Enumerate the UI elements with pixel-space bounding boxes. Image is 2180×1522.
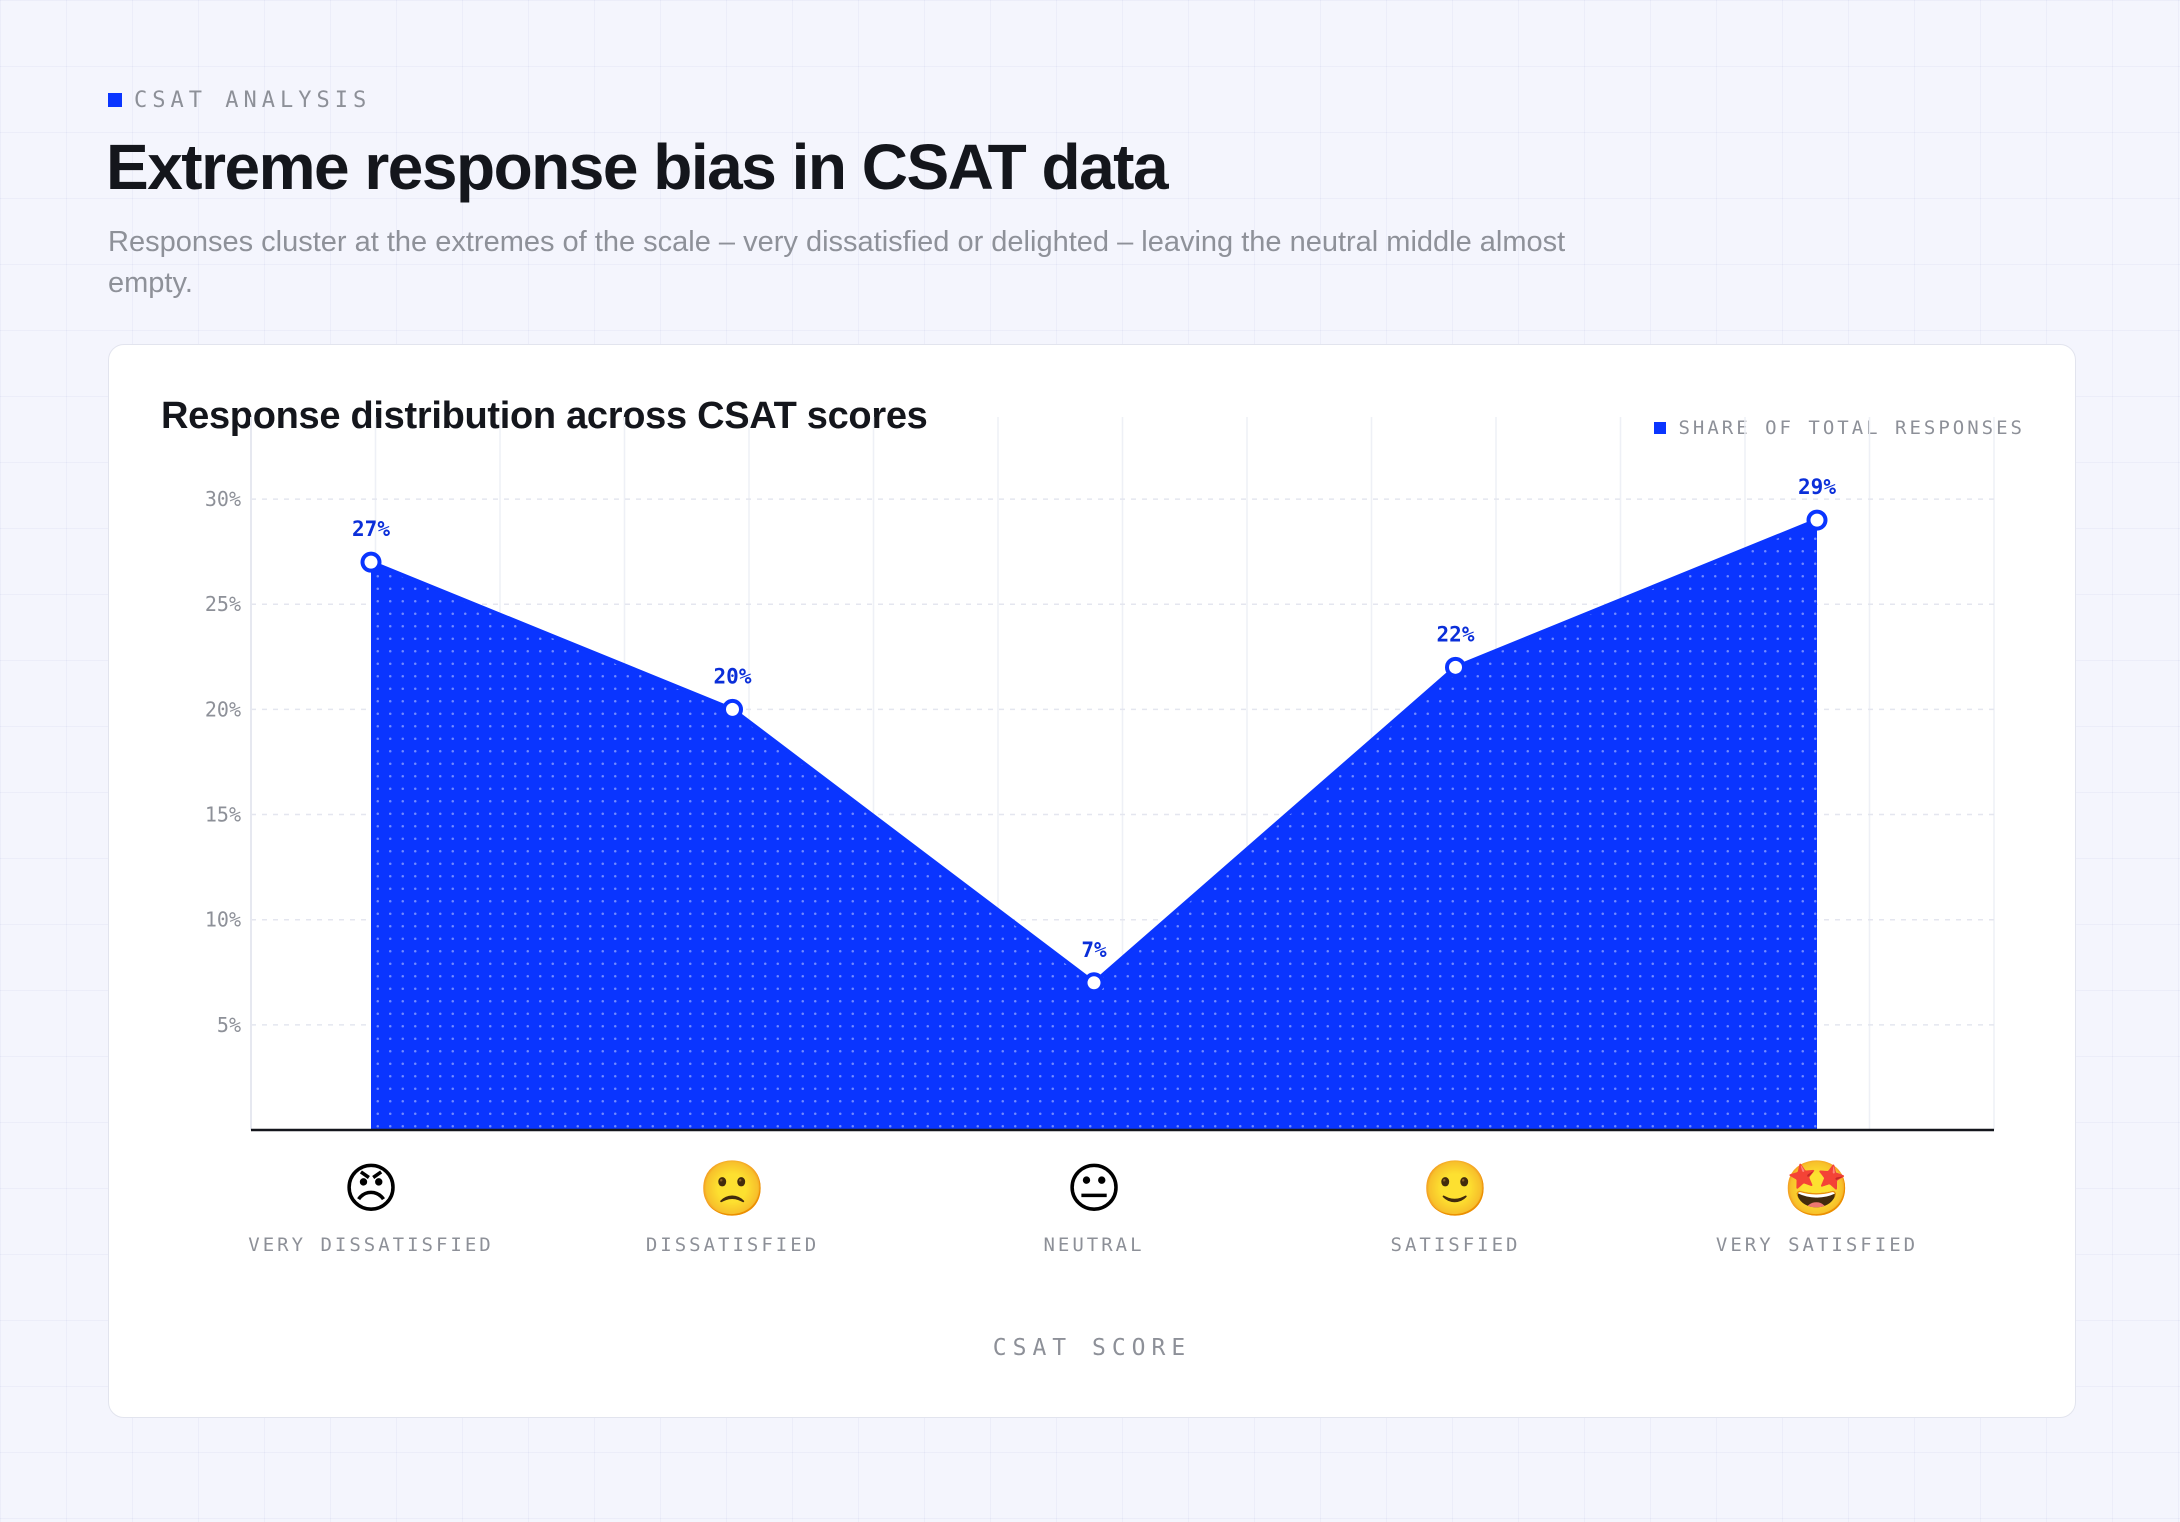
chart-title: Response distribution across CSAT scores bbox=[161, 395, 928, 437]
x-category-label: VERY DISSATISFIED bbox=[248, 1234, 493, 1256]
star-struck-face-icon: 🤩 bbox=[1783, 1157, 1850, 1220]
data-point bbox=[722, 698, 743, 720]
data-label: 7% bbox=[1081, 938, 1107, 962]
page-subtitle: Responses cluster at the extremes of the… bbox=[108, 226, 1566, 299]
data-label: 29% bbox=[1798, 475, 1836, 499]
chart-legend: SHARE OF TOTAL RESPONSES bbox=[1654, 417, 2025, 439]
data-label: 27% bbox=[352, 517, 390, 541]
y-tick-label: 20% bbox=[205, 697, 241, 721]
eyebrow-marker-icon bbox=[108, 93, 122, 107]
legend-swatch-icon bbox=[1654, 422, 1667, 434]
area-fill bbox=[371, 520, 1817, 1130]
x-category-label: DISSATISFIED bbox=[646, 1234, 819, 1256]
data-point bbox=[1806, 509, 1828, 531]
y-tick-label: 25% bbox=[205, 592, 241, 616]
chart-card: Response distribution across CSAT scores… bbox=[108, 344, 2076, 1418]
x-category-label: VERY SATISFIED bbox=[1716, 1234, 1918, 1256]
y-tick-label: 10% bbox=[205, 908, 241, 932]
data-label: 20% bbox=[714, 664, 752, 688]
slightly-frowning-face-icon: 🙁 bbox=[699, 1157, 766, 1220]
legend-label: SHARE OF TOTAL RESPONSES bbox=[1678, 417, 2025, 439]
data-label: 22% bbox=[1437, 622, 1475, 646]
y-tick-label: 30% bbox=[205, 487, 241, 511]
y-tick-label: 15% bbox=[205, 803, 241, 827]
y-tick-label: 5% bbox=[217, 1013, 241, 1037]
eyebrow: CSAT ANALYSIS bbox=[108, 86, 371, 114]
data-point bbox=[360, 551, 382, 573]
data-point bbox=[1445, 656, 1466, 678]
area-chart: 5% 10% 15% 20% 25% 30% 27% 20% 7% 22% 29% 😠 VERY DIS… bbox=[205, 417, 1995, 1361]
x-category-label: NEUTRAL bbox=[1043, 1234, 1144, 1256]
neutral-face-icon: 😐 bbox=[1066, 1157, 1122, 1220]
slightly-smiling-face-icon: 🙂 bbox=[1422, 1157, 1489, 1220]
x-axis-title: CSAT SCORE bbox=[993, 1335, 1191, 1361]
data-point bbox=[1083, 972, 1105, 994]
page-title: Extreme response bias in CSAT data bbox=[106, 131, 1169, 203]
eyebrow-label: CSAT ANALYSIS bbox=[134, 87, 372, 113]
angry-face-icon: 😠 bbox=[343, 1157, 399, 1220]
x-category-label: SATISFIED bbox=[1391, 1234, 1521, 1256]
